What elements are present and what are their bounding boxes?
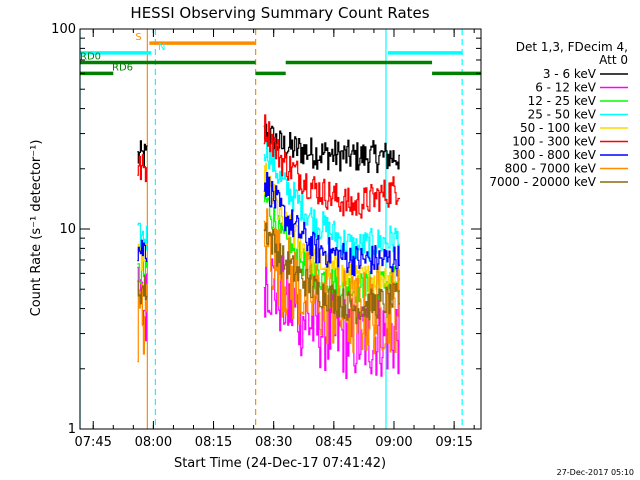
series-8-segment-1	[263, 222, 400, 325]
legend-label-6: 300 - 800 keV	[512, 148, 596, 162]
annotation-label-0: S	[135, 32, 141, 43]
series-group	[137, 114, 400, 380]
series-3-segment-1	[263, 137, 400, 262]
legend-header-line1: Det 1,3, FDecim 4,	[516, 40, 628, 54]
x-tick-label-1: 08:00	[135, 435, 172, 450]
legend-label-1: 6 - 12 keV	[535, 81, 597, 95]
x-tick-label-5: 09:00	[375, 435, 412, 450]
legend-label-7: 800 - 7000 keV	[505, 162, 597, 176]
series-5-segment-0	[137, 154, 148, 183]
x-tick-label-0: 07:45	[74, 435, 111, 450]
x-tick-label-2: 08:15	[195, 435, 232, 450]
y-tick-label-2: 100	[51, 22, 76, 37]
annotation-label-1: N	[158, 42, 165, 53]
series-6-segment-1	[263, 172, 400, 277]
legend-label-4: 50 - 100 keV	[520, 121, 597, 135]
x-axis-ticks: 07:45 08:00 08:15 08:30 08:45 09:00 09:15	[74, 29, 475, 450]
series-5	[137, 114, 400, 219]
annotation-label-5: RD6	[112, 62, 133, 73]
x-tick-label-3: 08:30	[255, 435, 292, 450]
x-tick-label-4: 08:45	[315, 435, 352, 450]
series-5-segment-1	[263, 114, 400, 219]
x-axis-label: Start Time (24-Dec-17 07:41:42)	[174, 456, 386, 471]
y-tick-label-0: 1	[68, 422, 76, 437]
x-tick-label-6: 09:15	[435, 435, 472, 450]
footer-date: 27-Dec-2017 05:10	[557, 468, 634, 477]
series-6	[137, 172, 400, 277]
annotation-bars: S N RD0 RD6	[80, 32, 481, 76]
legend-header-line2: Att 0	[599, 53, 628, 67]
legend-label-3: 25 - 50 keV	[528, 108, 597, 122]
legend-label-2: 12 - 25 keV	[528, 94, 597, 108]
series-8	[137, 222, 400, 325]
series-8-segment-0	[137, 275, 148, 305]
series-6-segment-0	[137, 239, 148, 262]
legend-label-5: 100 - 300 keV	[512, 135, 596, 149]
annotation-label-3: RD0	[80, 51, 101, 62]
legend-label-0: 3 - 6 keV	[543, 67, 597, 81]
y-tick-label-1: 10	[59, 222, 76, 237]
chart-title: HESSI Observing Summary Count Rates	[130, 4, 429, 22]
y-axis-ticks: 1 10 100	[51, 22, 481, 437]
legend-label-8: 7000 - 20000 keV	[489, 175, 596, 189]
y-axis-label: Count Rate (s⁻¹ detector⁻¹)	[29, 140, 44, 317]
